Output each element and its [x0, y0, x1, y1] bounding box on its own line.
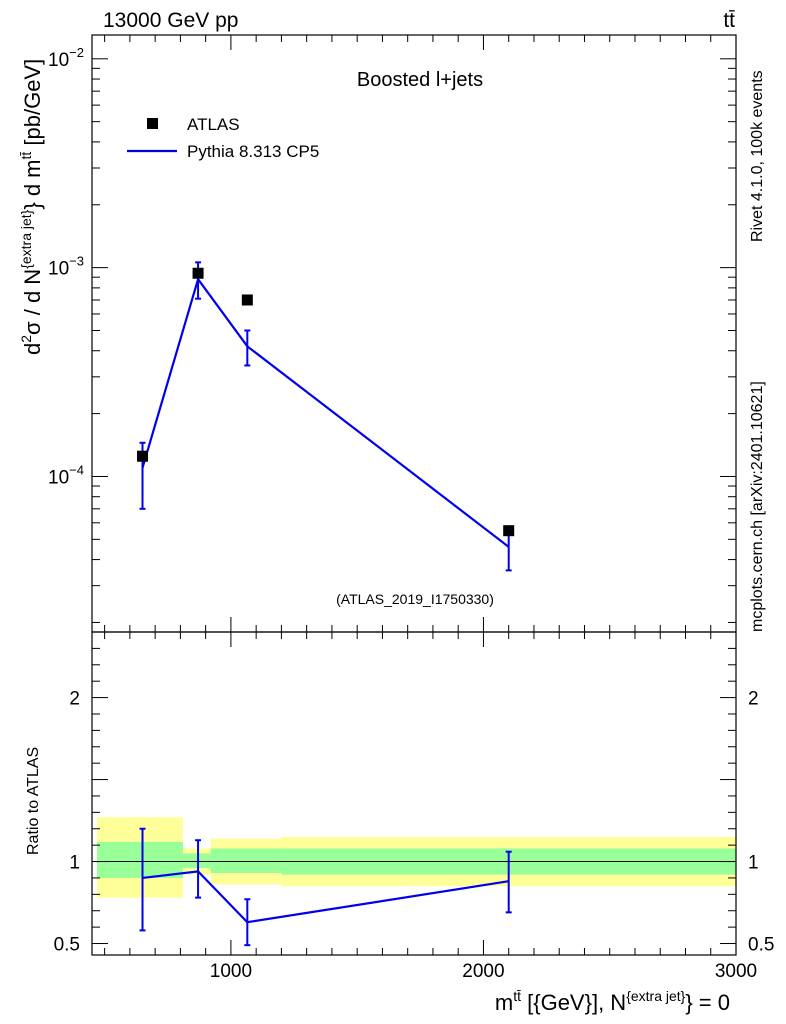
data-point-2 [241, 294, 253, 306]
tick-labels: 1000 2000 3000 10−4 10−3 10−2 0.5 0.5 1 1 2 2 [48, 45, 774, 982]
series [137, 261, 515, 947]
y-tick-label-0: 10−4 [48, 462, 84, 488]
data-point-3 [503, 525, 515, 537]
rivet-label: Rivet 4.1.0, 100k events [749, 70, 766, 242]
band-green-0 [97, 841, 183, 878]
ratio-line [142, 870, 509, 924]
data-point-1 [192, 267, 204, 279]
process-label: tt̄ [723, 9, 735, 32]
y-tick-label-2: 10−2 [48, 45, 84, 71]
mc-line [141, 276, 510, 548]
legend-label-pythia: Pythia 8.313 CP5 [187, 142, 319, 161]
x-axis-title: mtt̄ [{GeV}], N{extra jet}} = 0 [495, 988, 730, 1015]
analysis-label: (ATLAS_2019_I1750330) [336, 591, 494, 607]
legend-label-atlas: ATLAS [187, 115, 240, 134]
ry-label-left-0.5: 0.5 [54, 935, 80, 956]
source-label: mcplots.cern.ch [arXiv:2401.10621] [749, 381, 766, 632]
ry-label-right-0.5: 0.5 [748, 935, 774, 956]
y-tick-label-1: 10−3 [48, 254, 84, 280]
main-ylabel: d2σ / d N{extra jet}} d mtt̄ [pb/GeV] [18, 59, 45, 355]
x-tick-label-1000: 1000 [210, 961, 252, 982]
ry-label-right-1: 1 [748, 853, 759, 874]
band-green-2 [210, 848, 282, 874]
x-tick-label-3000: 3000 [715, 961, 757, 982]
ry-label-left-1: 1 [69, 853, 80, 874]
chart-title: Boosted l+jets [357, 69, 483, 91]
legend-marker-atlas [147, 118, 158, 129]
ratio-frame [91, 631, 737, 956]
energy-label: 13000 GeV pp [103, 9, 238, 32]
ratio-bands [92, 817, 736, 898]
ry-label-right-2: 2 [748, 689, 759, 710]
ratio-ylabel: Ratio to ATLAS [25, 747, 42, 855]
data-point-0 [137, 450, 149, 462]
ry-label-left-2: 2 [69, 689, 80, 710]
ticks [92, 35, 737, 955]
x-tick-label-2000: 2000 [462, 961, 504, 982]
band-green-1 [182, 853, 211, 869]
axes [91, 34, 737, 956]
